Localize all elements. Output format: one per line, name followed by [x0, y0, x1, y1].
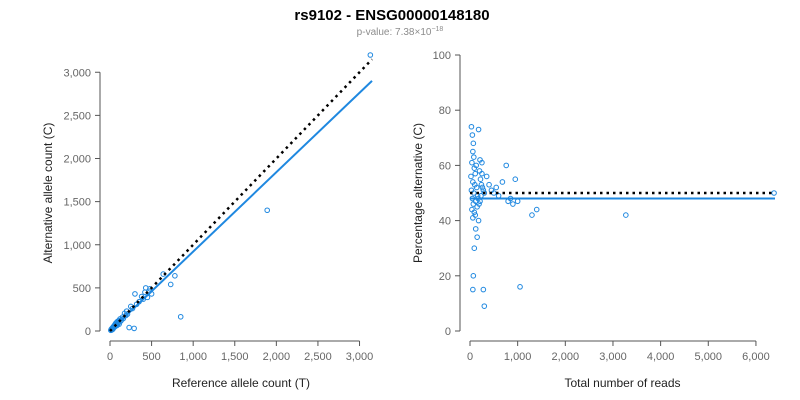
- left-y-tick-label: 500: [73, 283, 91, 295]
- right-x-tick-label: 4,000: [647, 351, 675, 363]
- left-y-tick-label: 3,000: [63, 67, 91, 79]
- left-x-tick-label: 2,000: [263, 351, 291, 363]
- right-data-point: [623, 212, 629, 218]
- left-x-tick-label: 0: [107, 351, 113, 363]
- right-data-point: [499, 179, 506, 185]
- left-scatter-panel: 0 500 1,000 1,500 2,000 2,500 3,000 0 500 1,000 1,…: [41, 52, 374, 390]
- right-y-tick-label: 80: [439, 105, 451, 117]
- right-data-point: [480, 286, 487, 293]
- right-data-point: [470, 286, 476, 293]
- left-y-tick-label: 1,000: [63, 240, 91, 252]
- p-value-text: p-value: 7.38×10: [357, 27, 432, 38]
- right-x-tick-label: 3,000: [599, 351, 627, 363]
- right-data-point: [472, 226, 479, 232]
- left-data-point: [177, 313, 184, 320]
- right-x-tick-label: 5,000: [695, 351, 723, 363]
- left-x-tick-label: 1,000: [179, 351, 207, 363]
- left-reference-line: [109, 58, 373, 332]
- right-y-tick-label: 0: [445, 326, 451, 338]
- right-data-point: [475, 126, 482, 133]
- right-data-point: [514, 198, 521, 205]
- right-data-point: [470, 148, 476, 155]
- right-x-axis-label: Total number of reads: [564, 376, 680, 390]
- left-data-point: [367, 52, 374, 58]
- right-scatter-panel: 0 20 40 60 80 100 0 1,000 2,000 3,000 4,000 5,000 6,…: [411, 50, 777, 390]
- left-data-point: [172, 273, 178, 279]
- left-data-point: [131, 325, 137, 332]
- left-y-axis-label: Alternative allele count (C): [41, 123, 55, 264]
- right-y-tick-label: 20: [439, 271, 451, 283]
- right-data-point: [503, 162, 510, 169]
- right-y-tick-label: 60: [439, 160, 451, 172]
- right-data-point: [533, 206, 540, 213]
- right-data-point: [478, 192, 484, 199]
- right-data-point: [529, 212, 535, 218]
- right-data-point: [479, 184, 486, 191]
- right-data-point: [477, 176, 484, 182]
- left-x-tick-label: 500: [142, 351, 160, 363]
- right-y-axis-label: Percentage alternative (C): [411, 123, 425, 263]
- right-data-point: [493, 184, 500, 191]
- right-x-tick-label: 2,000: [552, 351, 580, 363]
- left-x-tick-label: 2,500: [304, 351, 332, 363]
- right-data-point: [469, 132, 476, 138]
- right-data-point: [481, 303, 488, 309]
- right-data-point: [471, 245, 478, 251]
- p-value-label: p-value: 7.38×10−18: [357, 26, 444, 38]
- left-data-point: [124, 311, 131, 317]
- right-data-point: [486, 181, 492, 188]
- left-x-tick-label: 3,000: [346, 351, 374, 363]
- right-data-point: [771, 190, 777, 196]
- right-data-point: [472, 170, 479, 177]
- left-data-point: [264, 207, 271, 214]
- right-data-point: [470, 273, 477, 279]
- right-data-point: [473, 184, 480, 191]
- right-data-point: [483, 173, 490, 180]
- right-data-point: [481, 190, 488, 196]
- left-x-axis-label: Reference allele count (T): [172, 376, 310, 390]
- right-data-point: [517, 284, 523, 290]
- right-data-point: [479, 159, 485, 166]
- left-data-point: [126, 324, 132, 331]
- right-data-point: [468, 173, 474, 180]
- right-data-point: [479, 170, 485, 177]
- right-x-tick-label: 0: [467, 351, 473, 363]
- left-data-point: [132, 291, 138, 297]
- right-data-point: [478, 181, 485, 188]
- left-fit-line: [109, 80, 373, 332]
- right-data-point: [470, 215, 476, 221]
- right-data-point: [470, 140, 477, 147]
- right-x-tick-label: 1,000: [504, 351, 532, 363]
- chart-title: rs9102 - ENSG00000148180: [294, 7, 489, 24]
- right-data-point: [510, 201, 516, 207]
- right-data-point: [471, 209, 478, 216]
- left-y-tick-label: 2,500: [63, 110, 91, 122]
- right-data-point: [473, 162, 479, 169]
- left-y-tick-label: 2,000: [63, 154, 91, 166]
- right-x-tick-label: 6,000: [742, 351, 770, 363]
- p-value-exponent: −18: [431, 26, 443, 33]
- right-data-point: [475, 217, 482, 224]
- right-data-point: [471, 154, 477, 160]
- left-y-tick-label: 1,500: [63, 197, 91, 209]
- right-y-tick-label: 100: [433, 50, 451, 62]
- right-data-point: [474, 234, 480, 240]
- right-data-point: [512, 176, 519, 182]
- right-y-tick-label: 40: [439, 216, 451, 228]
- right-data-point: [469, 159, 475, 166]
- right-data-point: [468, 123, 475, 130]
- right-data-point: [470, 201, 477, 207]
- right-data-point: [476, 201, 482, 207]
- left-data-point: [167, 281, 174, 288]
- left-y-tick-label: 0: [85, 326, 91, 338]
- left-x-tick-label: 1,500: [221, 351, 249, 363]
